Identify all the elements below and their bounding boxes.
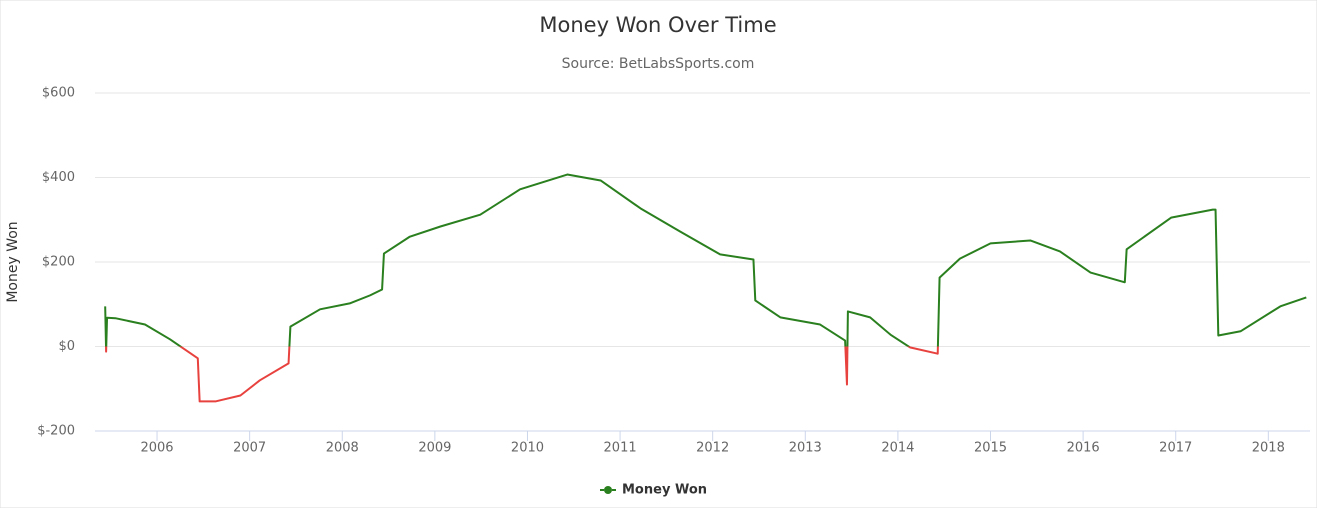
series-line [104, 173, 1307, 347]
x-tick-label: 2008 [326, 441, 359, 456]
x-tick-label: 2009 [418, 441, 451, 456]
x-tick-label: 2012 [696, 441, 729, 456]
legend-label: Money Won [622, 483, 707, 498]
x-tick-label: 2011 [604, 441, 637, 456]
legend-item: Money Won [600, 483, 707, 498]
y-tick-label: $-200 [37, 424, 75, 439]
x-tick-label: 2015 [974, 441, 1007, 456]
chart-subtitle: Source: BetLabsSports.com [562, 56, 755, 72]
series-line-negative [105, 346, 939, 403]
x-tick-label: 2018 [1252, 441, 1285, 456]
x-tick-label: 2013 [789, 441, 822, 456]
legend-symbol-marker [604, 486, 612, 494]
x-tick-label: 2010 [511, 441, 544, 456]
x-tick-label: 2006 [140, 441, 173, 456]
y-tick-label: $0 [58, 339, 75, 354]
y-tick-label: $400 [42, 170, 75, 185]
x-tick-label: 2017 [1159, 441, 1192, 456]
x-tick-label: 2016 [1067, 441, 1100, 456]
x-tick-label: 2007 [233, 441, 266, 456]
x-tick-label: 2014 [881, 441, 914, 456]
y-tick-label: $200 [42, 255, 75, 270]
chart-title: Money Won Over Time [539, 13, 776, 37]
y-axis-title: Money Won [5, 221, 21, 302]
y-tick-label: $600 [42, 86, 75, 101]
